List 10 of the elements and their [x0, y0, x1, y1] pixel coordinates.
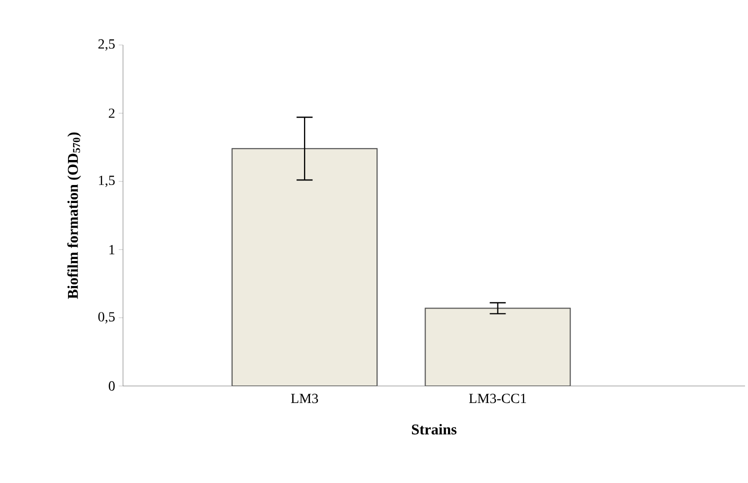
- x-axis-title: Strains: [412, 424, 456, 434]
- y-tick-label: 0,5: [98, 312, 115, 324]
- y-tick-label: 1,5: [99, 176, 115, 188]
- y-tick-label: 1: [109, 244, 114, 254]
- x-tick-label: LM3: [291, 394, 318, 404]
- y-tick-label: 2,5: [98, 39, 115, 51]
- y-tick-label: 0: [108, 381, 115, 391]
- x-tick-label: LM3-CC1: [469, 394, 526, 404]
- y-axis-title: Biofilm formation (OD$_{570}$): [67, 132, 81, 299]
- y-tick-label: 2: [108, 108, 114, 118]
